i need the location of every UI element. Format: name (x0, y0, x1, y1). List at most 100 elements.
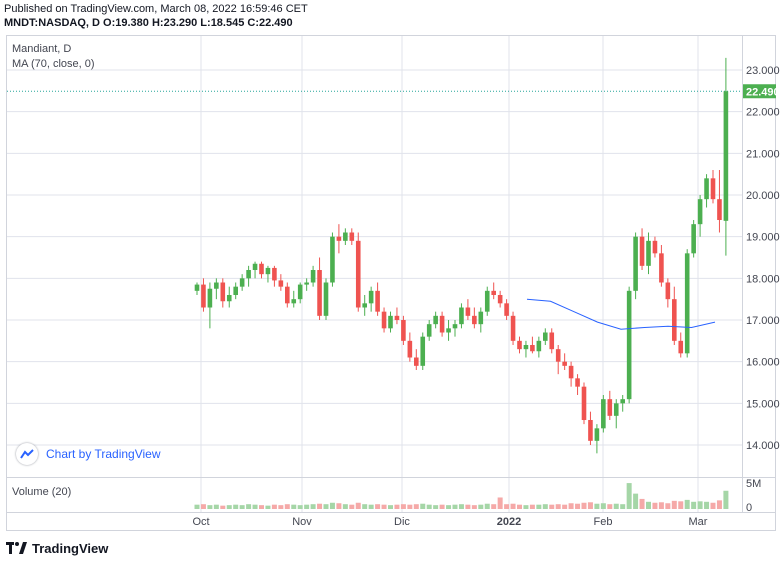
volume-bar (407, 504, 413, 509)
last-price-label: 22.490 (746, 86, 780, 98)
y-tick-label: 23.000 (746, 65, 780, 77)
x-tick-label: Mar (689, 516, 708, 528)
candle-body (459, 307, 464, 325)
candle-body (510, 315, 516, 341)
volume-bar (613, 503, 619, 509)
ma-70-line (526, 298, 716, 330)
candle-body (588, 420, 593, 441)
volume-bar (600, 503, 606, 509)
open-label: O: (103, 17, 116, 29)
candle-body (478, 311, 484, 325)
volume-bar (246, 504, 252, 509)
y-tick-label: 14.000 (746, 440, 780, 452)
candle-body (626, 290, 632, 400)
volume-bar (220, 505, 226, 509)
volume-bar (510, 503, 516, 509)
candle-body (207, 288, 213, 308)
x-tick-label: Oct (192, 516, 209, 528)
candle-body (562, 361, 567, 366)
volume-bar (368, 504, 374, 509)
volume-bar (233, 504, 239, 509)
candle-body (710, 178, 716, 200)
candle-body (407, 340, 413, 358)
candle-body (272, 267, 277, 281)
volume-bar (665, 503, 671, 509)
volume-bar (394, 504, 400, 509)
footer-logo: TradingView (6, 539, 108, 557)
volume-bar (484, 503, 490, 509)
volume-bar (710, 502, 716, 509)
candle-body (465, 307, 471, 316)
close-value: 22.490 (259, 17, 293, 29)
volume-bar (413, 504, 419, 509)
symbol: MNDT:NASDAQ, D (4, 17, 100, 29)
volume-bar (329, 502, 335, 509)
candle-body (665, 282, 671, 300)
volume-bar (278, 505, 284, 509)
volume-bar (575, 503, 581, 509)
y-tick-label: 17.000 (746, 315, 780, 327)
candle-body (233, 286, 238, 295)
candle-body (704, 178, 709, 200)
volume-bar (400, 504, 406, 509)
volume-bar (375, 504, 381, 509)
candle-body (549, 332, 555, 350)
volume-bar (504, 504, 510, 509)
candle-body (536, 340, 542, 352)
volume-bar (607, 504, 613, 509)
chart-legend: Mandiant, D MA (70, close, 0) (12, 42, 95, 72)
low-value: 18.545 (210, 17, 245, 29)
candle-body (530, 345, 535, 352)
last-price-tag (743, 84, 776, 99)
candle-body (226, 295, 232, 302)
candle-body (497, 295, 503, 304)
candle-body (691, 224, 696, 254)
volume-bar (226, 505, 232, 509)
x-tick-label: Feb (594, 516, 613, 528)
legend-ma: MA (70, close, 0) (12, 58, 95, 70)
candle-body (646, 240, 651, 266)
volume-bar (271, 504, 277, 509)
volume-bar (213, 504, 219, 509)
volume-bar (478, 504, 484, 509)
candle-body (420, 336, 426, 366)
candle-body (394, 315, 400, 320)
candle-body (285, 286, 290, 304)
tradingview-logo-icon (6, 542, 27, 554)
candle-body (278, 280, 284, 287)
volume-bar (491, 504, 497, 509)
close-label: C: (247, 17, 260, 29)
volume-bar (633, 493, 639, 509)
y-tick-label: 22.000 (746, 107, 780, 119)
candle-body (452, 324, 458, 329)
tradingview-cloud-icon (16, 443, 38, 465)
volume-bar (259, 505, 264, 509)
candle-body (336, 236, 342, 241)
candle-body (523, 345, 529, 350)
volume-bar (304, 504, 310, 509)
volume-bar (452, 504, 458, 509)
volume-bar (562, 504, 568, 509)
y-tick-label: 15.000 (746, 398, 780, 410)
volume-bar (684, 499, 690, 509)
candle-body (388, 315, 393, 329)
volume-bar (471, 505, 477, 509)
volume-bar (626, 483, 632, 509)
candle-body (594, 428, 600, 441)
chart-frame[interactable] (6, 35, 776, 531)
candle-body (433, 315, 438, 325)
candle-body (349, 232, 355, 241)
candle-body (652, 240, 658, 254)
volume-bar (523, 505, 529, 509)
volume-bar (439, 504, 445, 509)
volume-bar (194, 504, 200, 509)
candle-body (310, 270, 316, 283)
volume-bar (581, 502, 587, 509)
candle-body (239, 278, 245, 287)
volume-bar (284, 504, 290, 509)
candle-body (568, 365, 574, 379)
volume-bar (568, 503, 574, 509)
volume-bar (362, 504, 368, 509)
chart-by-tradingview[interactable]: Chart by TradingView (16, 441, 161, 467)
